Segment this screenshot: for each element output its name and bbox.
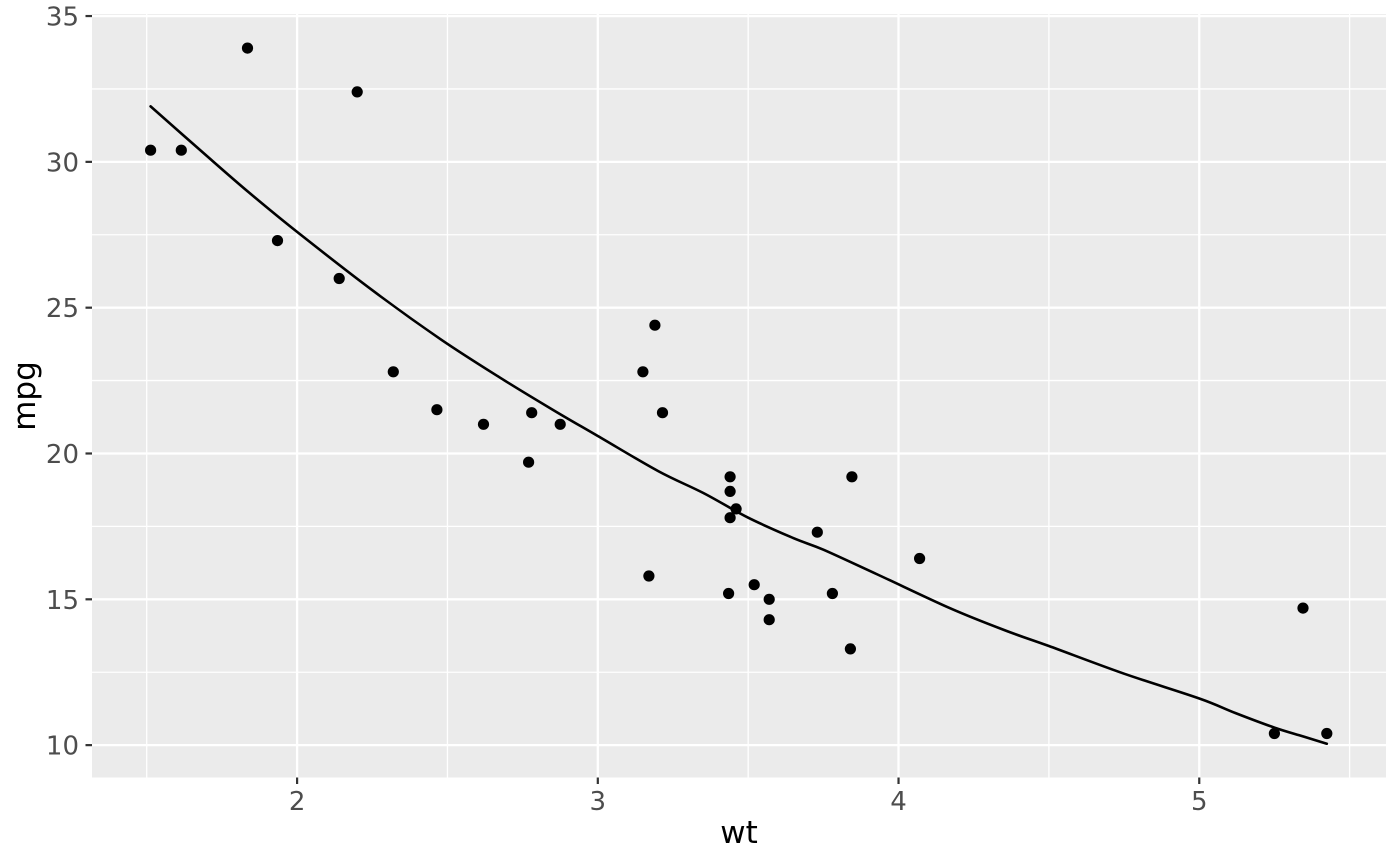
x-tick-label: 3 [590, 787, 607, 817]
data-point [271, 235, 284, 247]
data-point [523, 456, 535, 468]
data-point [1297, 602, 1309, 614]
data-point [724, 485, 736, 497]
x-tick-label: 4 [890, 787, 907, 817]
x-tick-label: 5 [1191, 787, 1208, 817]
data-point [846, 471, 858, 483]
data-point [844, 643, 857, 655]
y-tick-label: 25 [46, 294, 79, 324]
data-point [724, 471, 736, 483]
data-point [826, 587, 839, 600]
panel-background [92, 14, 1386, 778]
data-point [637, 366, 649, 378]
data-point [1268, 727, 1280, 740]
y-axis-title: mpg [7, 361, 43, 431]
smooth-line [149, 105, 1329, 745]
y-tick-label: 10 [46, 732, 79, 762]
y-tick-label: 35 [46, 3, 79, 33]
data-point [656, 407, 669, 419]
data-point [554, 418, 566, 430]
data-point [723, 587, 735, 600]
data-point [748, 579, 760, 591]
y-tick-label: 20 [46, 440, 79, 470]
data-point [351, 86, 363, 98]
y-tick-label: 30 [46, 148, 79, 178]
data-point [914, 552, 926, 565]
data-point [241, 42, 254, 54]
y-tick-label: 15 [46, 586, 79, 616]
data-point [643, 570, 655, 582]
data-point [333, 272, 345, 285]
data-point [811, 526, 823, 538]
data-point [649, 319, 661, 331]
data-point [763, 614, 775, 626]
data-point [526, 407, 538, 419]
data-point [763, 593, 775, 605]
data-point [175, 144, 187, 156]
data-point [724, 512, 736, 524]
data-point [1321, 727, 1333, 740]
x-tick-label: 2 [289, 787, 306, 817]
x-axis-title: wt [720, 815, 758, 851]
data-point [145, 144, 157, 156]
data-point [477, 418, 490, 430]
data-point [387, 366, 399, 378]
data-point [431, 404, 443, 416]
